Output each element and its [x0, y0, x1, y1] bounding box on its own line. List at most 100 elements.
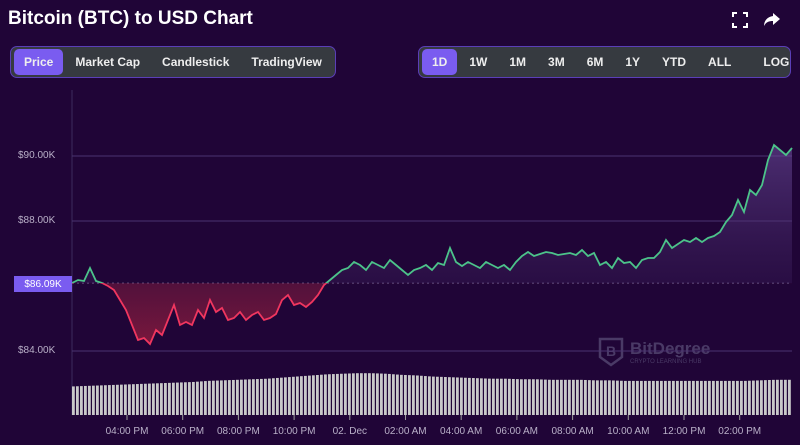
volume-bar: [676, 380, 679, 415]
volume-bar: [352, 373, 355, 415]
volume-bar: [276, 377, 279, 415]
price-chart[interactable]: [0, 85, 800, 445]
volume-bar: [348, 373, 351, 415]
volume-bar: [564, 379, 567, 415]
volume-bar: [384, 373, 387, 415]
volume-bar: [212, 380, 215, 415]
volume-bar: [196, 381, 199, 415]
volume-bar: [484, 378, 487, 415]
volume-bar: [656, 380, 659, 415]
watermark-name: BitDegree: [630, 339, 711, 358]
volume-bar: [764, 380, 767, 415]
volume-bar: [80, 386, 83, 415]
volume-bar: [236, 379, 239, 415]
volume-bar: [768, 379, 771, 415]
volume-bar: [756, 380, 759, 415]
range-ytd[interactable]: YTD: [662, 55, 687, 69]
volume-bar: [652, 380, 655, 415]
y-tick-label: $84.00K: [18, 345, 56, 356]
volume-bar: [216, 380, 219, 415]
tab-tradingview[interactable]: TradingView: [251, 55, 322, 69]
range-3m[interactable]: 3M: [548, 55, 565, 69]
volume-bar: [248, 379, 251, 415]
volume-bar: [784, 379, 787, 415]
volume-bar: [696, 380, 699, 415]
volume-bar: [336, 373, 339, 415]
volume-bar: [300, 376, 303, 415]
x-tick-label: 10:00 PM: [272, 426, 316, 437]
volume-bar: [288, 377, 291, 415]
volume-bar: [700, 380, 703, 415]
volume-bar: [524, 379, 527, 415]
volume-bar: [540, 379, 543, 415]
tab-candlestick[interactable]: Candlestick: [162, 55, 230, 69]
volume-bar: [604, 380, 607, 415]
volume-bar: [480, 378, 483, 415]
x-tick-label: 04:00 PM: [105, 426, 149, 437]
volume-bar: [760, 380, 763, 415]
volume-bar: [436, 376, 439, 415]
volume-bar: [132, 384, 135, 415]
volume-bar: [688, 380, 691, 415]
x-tick-label: 06:00 AM: [495, 426, 539, 437]
volume-bar: [228, 380, 231, 415]
volume-bar: [736, 380, 739, 415]
volume-bar: [456, 377, 459, 415]
volume-bar: [296, 376, 299, 415]
volume-bar: [780, 379, 783, 415]
volume-bar: [556, 379, 559, 415]
volume-bar: [180, 382, 183, 415]
range-tabs: 1D 1W 1M 3M 6M 1Y YTD ALL LOG: [418, 46, 791, 78]
volume-bar: [664, 380, 667, 415]
volume-bar: [164, 383, 167, 415]
page-title: Bitcoin (BTC) to USD Chart: [8, 8, 253, 29]
y-tick-label: $88.00K: [18, 215, 56, 226]
volume-bar: [316, 375, 319, 415]
tab-market-cap[interactable]: Market Cap: [75, 55, 141, 69]
volume-bar: [88, 385, 91, 415]
volume-bar: [416, 375, 419, 415]
volume-bar: [724, 380, 727, 415]
volume-bar: [308, 375, 311, 415]
fullscreen-icon[interactable]: [730, 10, 750, 30]
range-1d[interactable]: 1D: [422, 49, 458, 75]
volume-bar: [200, 381, 203, 415]
range-all[interactable]: ALL: [708, 55, 732, 69]
volume-bar: [728, 380, 731, 415]
volume-bar: [360, 373, 363, 415]
range-6m[interactable]: 6M: [586, 55, 604, 69]
volume-bar: [320, 374, 323, 415]
share-icon[interactable]: [762, 10, 782, 30]
volume-bar: [580, 379, 583, 415]
log-toggle[interactable]: LOG: [763, 55, 790, 69]
price-area-down: [72, 283, 792, 344]
volume-bar: [252, 379, 255, 415]
volume-bar: [72, 386, 75, 415]
volume-bar: [492, 378, 495, 415]
volume-bar: [372, 373, 375, 415]
volume-bar: [144, 383, 147, 415]
x-tick-label: 02. Dec: [332, 426, 368, 437]
volume-bar: [392, 374, 395, 415]
volume-bar: [112, 384, 115, 415]
volume-bar: [104, 385, 107, 415]
volume-bar: [624, 380, 627, 415]
volume-bar: [432, 376, 435, 415]
volume-bar: [560, 379, 563, 415]
volume-bar: [192, 381, 195, 415]
watermark-tagline: CRYPTO LEARNING HUB: [630, 359, 702, 365]
range-1m[interactable]: 1M: [509, 55, 527, 69]
x-tick-label: 02:00 AM: [384, 426, 427, 437]
volume-bar: [176, 382, 179, 415]
range-1w[interactable]: 1W: [469, 55, 488, 69]
volume-bar: [476, 378, 479, 415]
chart-type-tabs: Price Market Cap Candlestick TradingView: [10, 46, 336, 78]
volume-bar: [708, 380, 711, 415]
volume-bar: [748, 380, 751, 415]
volume-bar: [100, 385, 103, 415]
range-1y[interactable]: 1Y: [625, 55, 641, 69]
tab-price[interactable]: Price: [14, 49, 64, 75]
volume-bar: [412, 375, 415, 415]
volume-bar: [368, 373, 371, 415]
volume-bar: [424, 376, 427, 415]
